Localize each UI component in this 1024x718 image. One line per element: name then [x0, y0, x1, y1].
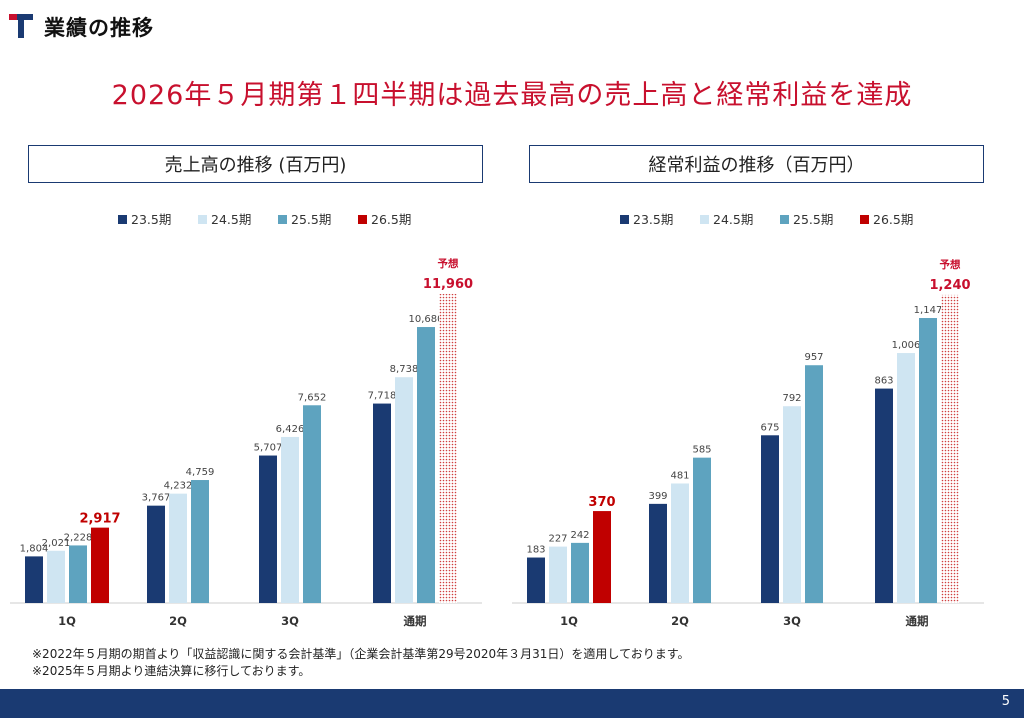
bar-25.5期-2Q: [693, 457, 711, 603]
value-label-24.5期-1Q: 227: [548, 534, 567, 545]
value-label-23.5期-2Q: 3,767: [142, 493, 171, 504]
bar-24.5期-通期: [395, 377, 413, 603]
value-label-25.5期-通期: 1,147: [914, 305, 943, 316]
category-label-1Q: 1Q: [58, 614, 76, 628]
legend-label-25.5期: 25.5期: [793, 212, 833, 227]
bar-25.5期-3Q: [805, 365, 823, 603]
forecast-value-label: 1,240: [929, 278, 970, 293]
footnotes: ※2022年５月期の期首より「収益認識に関する会計基準」（企業会計基準第29号2…: [32, 646, 690, 680]
value-label-24.5期-2Q: 481: [670, 470, 689, 481]
category-label-2Q: 2Q: [169, 614, 187, 628]
category-label-3Q: 3Q: [783, 614, 801, 628]
category-label-3Q: 3Q: [281, 614, 299, 628]
value-label-23.5期-3Q: 675: [760, 422, 779, 433]
category-label-2Q: 2Q: [671, 614, 689, 628]
legend-swatch-25.5期: [780, 215, 789, 224]
bar-24.5期-2Q: [169, 493, 187, 603]
value-label-23.5期-3Q: 5,707: [254, 443, 283, 454]
bar-25.5期-通期: [919, 318, 937, 603]
bar-24.5期-通期: [897, 353, 915, 603]
legend-label-26.5期: 26.5期: [371, 212, 411, 227]
category-label-通期: 通期: [906, 614, 929, 628]
bar-25.5期-1Q: [571, 542, 589, 603]
value-label-26.5期-1Q: 370: [588, 495, 615, 510]
footnote-1: ※2022年５月期の期首より「収益認識に関する会計基準」（企業会計基準第29号2…: [32, 647, 690, 661]
bar-forecast-通期: [941, 294, 959, 603]
legend-label-26.5期: 26.5期: [873, 212, 913, 227]
value-label-24.5期-通期: 1,006: [892, 340, 921, 351]
bar-23.5期-2Q: [649, 503, 667, 603]
bar-25.5期-2Q: [191, 480, 209, 603]
value-label-25.5期-3Q: 957: [804, 352, 823, 363]
headline: 2026年５月期第１四半期は過去最高の売上高と経常利益を達成: [111, 80, 913, 111]
value-label-24.5期-1Q: 2,021: [42, 538, 71, 549]
value-label-23.5期-1Q: 183: [526, 545, 545, 556]
value-label-25.5期-3Q: 7,652: [298, 392, 327, 403]
bar-23.5期-1Q: [25, 556, 43, 603]
profit-chart-title: 経常利益の推移（百万円）: [529, 145, 984, 183]
company-logo-icon: [9, 14, 33, 38]
bar-25.5期-1Q: [69, 545, 87, 603]
bar-25.5期-通期: [417, 327, 435, 603]
legend-swatch-24.5期: [700, 215, 709, 224]
value-label-25.5期-1Q: 242: [570, 530, 589, 541]
category-label-1Q: 1Q: [560, 614, 578, 628]
page-title: 業績の推移: [44, 16, 154, 40]
value-label-23.5期-通期: 863: [874, 376, 893, 387]
value-label-23.5期-2Q: 399: [648, 491, 667, 502]
legend-label-24.5期: 24.5期: [713, 212, 753, 227]
legend-swatch-25.5期: [278, 215, 287, 224]
bar-23.5期-3Q: [761, 435, 779, 603]
bar-26.5期-1Q: [593, 511, 611, 603]
forecast-label: 予想: [940, 258, 961, 271]
value-label-25.5期-通期: 10,680: [409, 314, 444, 325]
value-label-23.5期-通期: 7,718: [368, 391, 397, 402]
bar-23.5期-1Q: [527, 557, 545, 603]
legend-label-25.5期: 25.5期: [291, 212, 331, 227]
value-label-26.5期-1Q: 2,917: [79, 512, 120, 527]
bar-forecast-通期: [439, 293, 457, 603]
bar-26.5期-1Q: [91, 527, 109, 603]
legend-label-23.5期: 23.5期: [633, 212, 673, 227]
bar-23.5期-2Q: [147, 505, 165, 603]
legend-label-23.5期: 23.5期: [131, 212, 171, 227]
legend-swatch-26.5期: [860, 215, 869, 224]
bar-24.5期-2Q: [671, 483, 689, 603]
value-label-25.5期-2Q: 585: [692, 445, 711, 456]
forecast-value-label: 11,960: [423, 277, 473, 292]
bar-24.5期-1Q: [47, 550, 65, 603]
value-label-24.5期-3Q: 6,426: [276, 424, 305, 435]
footnote-2: ※2025年５月期より連結決算に移行しております。: [32, 664, 311, 678]
forecast-label: 予想: [438, 257, 459, 270]
value-label-25.5期-1Q: 2,228: [64, 532, 93, 543]
value-label-25.5期-2Q: 4,759: [186, 467, 215, 478]
bar-23.5期-通期: [373, 403, 391, 603]
bar-24.5期-3Q: [281, 436, 299, 603]
bar-23.5期-通期: [875, 388, 893, 603]
legend-swatch-24.5期: [198, 215, 207, 224]
legend-swatch-26.5期: [358, 215, 367, 224]
sales-chart-title: 売上高の推移 (百万円): [28, 145, 483, 183]
value-label-23.5期-1Q: 1,804: [20, 543, 49, 554]
value-label-24.5期-通期: 8,738: [390, 364, 419, 375]
footer-bar: 5: [0, 689, 1024, 718]
page-number: 5: [1001, 694, 1010, 709]
value-label-24.5期-3Q: 792: [782, 393, 801, 404]
category-label-通期: 通期: [404, 614, 427, 628]
bar-25.5期-3Q: [303, 405, 321, 603]
legend-swatch-23.5期: [620, 215, 629, 224]
legend-label-24.5期: 24.5期: [211, 212, 251, 227]
bar-23.5期-3Q: [259, 455, 277, 603]
value-label-24.5期-2Q: 4,232: [164, 481, 193, 492]
bar-24.5期-1Q: [549, 546, 567, 603]
legend-swatch-23.5期: [118, 215, 127, 224]
bar-24.5期-3Q: [783, 406, 801, 603]
